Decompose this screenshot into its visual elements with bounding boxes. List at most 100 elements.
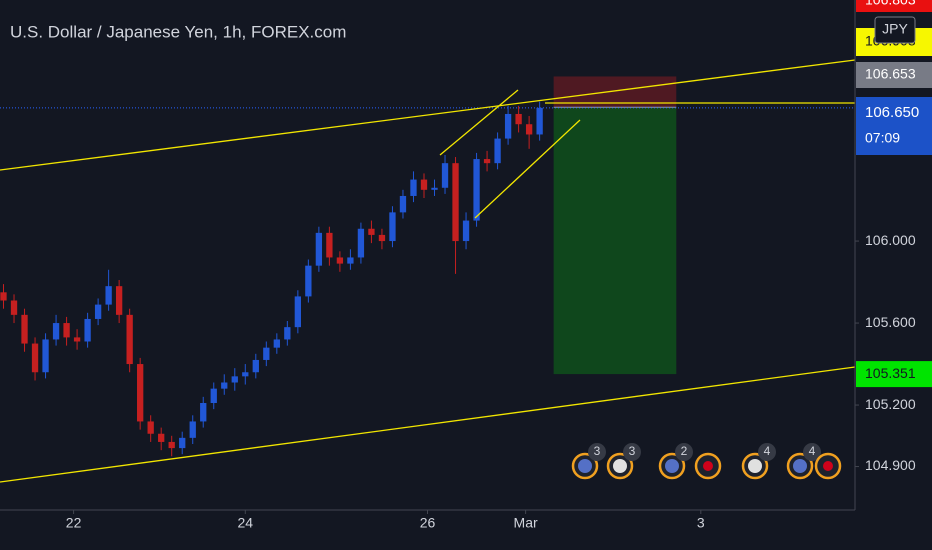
candle-body (326, 232, 333, 258)
event-count-bg (623, 443, 641, 461)
candle-body (0, 292, 7, 301)
entry-price-label: 106.653 (865, 66, 916, 82)
candle-body (357, 228, 365, 258)
event-flag (823, 461, 833, 471)
candle-body (389, 212, 396, 242)
target-price-label: 105.351 (865, 365, 916, 381)
candle-body (420, 179, 428, 190)
event-flag (613, 459, 627, 473)
axis-labels: 104.900105.200105.600106.000222426Mar310… (66, 0, 932, 531)
event-badge: 2 (658, 443, 693, 480)
y-tick-label: 105.600 (865, 314, 916, 330)
event-flag (703, 461, 713, 471)
candle-body (525, 124, 533, 135)
candle-body (252, 359, 259, 373)
candle-body (137, 364, 144, 422)
event-flag (665, 459, 679, 473)
candle-body (105, 286, 112, 305)
trend-lines (0, 59, 856, 483)
candle-body (21, 314, 28, 344)
candle-body (168, 441, 175, 449)
candle-body (31, 343, 39, 373)
target-price-label-bg (856, 361, 932, 388)
event-flag (748, 459, 762, 473)
candle-body (200, 402, 207, 422)
event-count: 4 (764, 444, 771, 458)
candle-body (399, 195, 407, 213)
candle-body (336, 257, 344, 264)
channel-top (0, 59, 856, 171)
currency: JPY (882, 21, 908, 37)
candle-body (221, 382, 228, 389)
wedge-top (439, 89, 519, 156)
candle-body (63, 323, 70, 338)
x-tick-label: Mar (514, 515, 538, 531)
candle-body (462, 220, 470, 242)
candle-body (94, 304, 102, 319)
entry-price-label-bg (856, 62, 932, 88)
last-price-label: 106.650 (865, 104, 919, 121)
candle-body (305, 265, 312, 297)
price-axis (855, 0, 932, 550)
candle-body (158, 433, 165, 442)
event-flag (578, 459, 592, 473)
candle-body (189, 421, 196, 438)
candle-body (494, 138, 501, 164)
candle-body (179, 437, 186, 449)
candle-body (73, 337, 81, 342)
candle-body (347, 257, 354, 264)
candle-body (126, 314, 133, 365)
event-flag (793, 459, 807, 473)
event-count-bg (588, 443, 606, 461)
x-tick-label: 24 (237, 515, 253, 531)
event-count-bg (675, 443, 693, 461)
candle-body (536, 107, 543, 135)
stop-price-label-bg (856, 0, 932, 12)
target-zone (553, 107, 677, 375)
candle-body (378, 234, 386, 242)
candle-body (504, 113, 512, 139)
event-badge: 4 (741, 443, 776, 480)
event-count: 3 (629, 444, 636, 458)
wedge-bottom (474, 119, 581, 219)
candle-body (452, 163, 459, 242)
event-count: 3 (594, 444, 601, 458)
candle-body (115, 286, 123, 315)
y-tick-label: 104.900 (865, 457, 916, 473)
event-count-bg (803, 443, 821, 461)
candle-body (273, 339, 280, 348)
event-badge: 3 (606, 443, 641, 480)
candle-body (231, 376, 238, 383)
candle-body (368, 228, 375, 235)
countdown: 07:09 (865, 130, 900, 146)
last-price-bg (856, 97, 932, 155)
candle-body (242, 372, 249, 377)
candle-body (84, 318, 91, 342)
event-badge: 3 (571, 443, 606, 480)
candle-body (294, 296, 302, 328)
candle-body (284, 327, 291, 340)
event-count-bg (758, 443, 776, 461)
plot-area: 3 3 2 4 4 (0, 76, 855, 480)
candle-body (263, 347, 270, 360)
candle-body (315, 232, 323, 266)
candle-body (147, 421, 154, 434)
currency-bg (874, 16, 916, 44)
x-tick-label: 26 (420, 515, 436, 531)
candle-body (410, 179, 417, 196)
x-tick-label: 3 (697, 515, 705, 531)
stop-zone (553, 76, 677, 108)
stop-price-label: 106.803 (865, 0, 916, 8)
event-count: 4 (809, 444, 816, 458)
y-tick-label: 105.200 (865, 396, 916, 412)
candle-body (441, 163, 449, 188)
chart-title: U.S. Dollar / Japanese Yen, 1h, FOREX.co… (10, 22, 346, 41)
candle-body (210, 388, 217, 403)
x-tick-label: 22 (66, 515, 82, 531)
y-tick-label: 106.000 (865, 232, 916, 248)
candle-body (515, 113, 522, 125)
candle-body (52, 323, 60, 340)
candle-body (42, 339, 49, 373)
